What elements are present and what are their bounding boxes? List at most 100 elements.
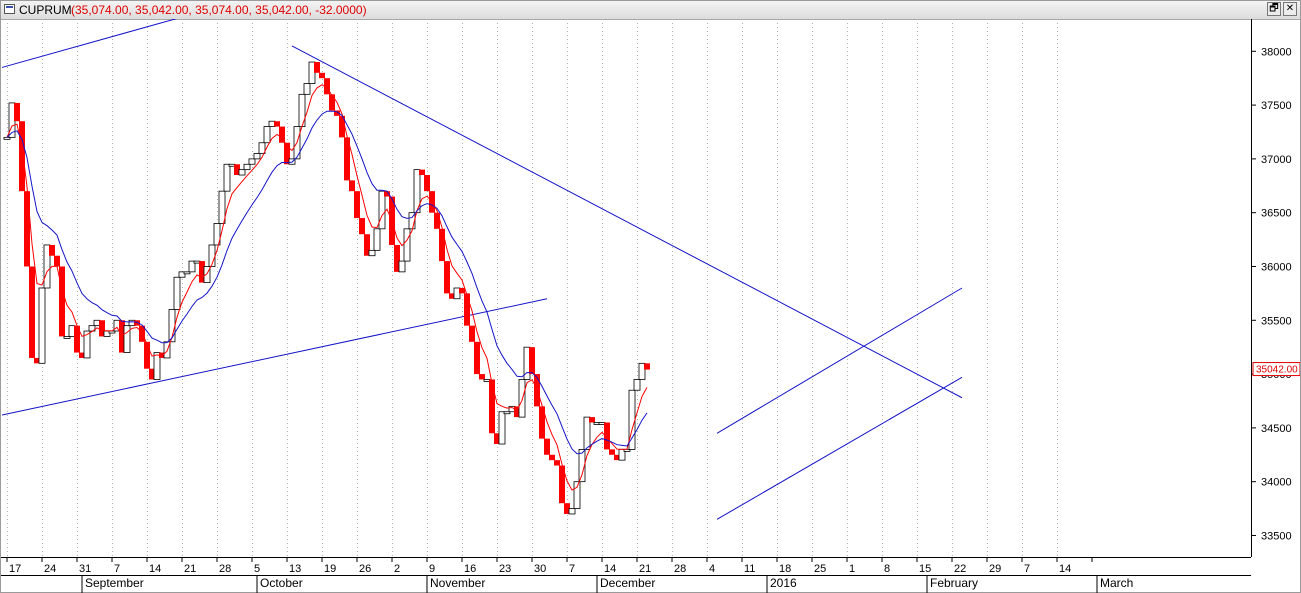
candle xyxy=(263,126,271,144)
restore-button[interactable]: 🗗 xyxy=(1267,2,1281,16)
candle xyxy=(349,180,355,192)
candle xyxy=(354,191,360,219)
candlestick-chart[interactable]: 3350034000345003500035500360003650037000… xyxy=(1,19,1300,593)
week-tick-label: 7 xyxy=(1024,563,1030,575)
price-tick-label: 38000 xyxy=(1261,46,1292,58)
candle xyxy=(83,330,91,359)
candle xyxy=(449,293,455,299)
candle xyxy=(424,175,430,192)
candles xyxy=(3,61,650,515)
week-tick-label: 21 xyxy=(184,563,196,575)
month-label: 2016 xyxy=(770,576,797,590)
candle xyxy=(479,374,485,380)
candle xyxy=(559,465,565,504)
candle xyxy=(583,416,591,450)
week-tick-label: 22 xyxy=(954,563,966,575)
candle xyxy=(368,249,376,257)
candle xyxy=(413,169,421,214)
candle xyxy=(24,191,30,267)
candle xyxy=(329,94,335,111)
candle xyxy=(183,271,191,275)
candle xyxy=(34,357,40,364)
candle xyxy=(474,341,480,375)
candle xyxy=(248,158,256,165)
week-tick-label: 31 xyxy=(79,563,91,575)
trendline xyxy=(1,298,548,416)
grid xyxy=(7,19,1058,557)
candle xyxy=(284,142,290,165)
candle xyxy=(633,379,641,391)
week-tick-label: 14 xyxy=(149,563,161,575)
candle xyxy=(79,352,85,358)
week-tick-label: 17 xyxy=(9,563,21,575)
week-tick-label: 5 xyxy=(254,563,260,575)
candle xyxy=(469,325,475,342)
trendline xyxy=(716,376,963,520)
candle xyxy=(43,244,51,289)
candle xyxy=(419,169,425,176)
candle xyxy=(503,411,511,415)
candle xyxy=(609,449,615,455)
last-price-label: 35042.00 xyxy=(1256,365,1298,376)
trendline xyxy=(716,287,963,434)
month-label: February xyxy=(930,576,978,590)
week-tick-label: 26 xyxy=(359,563,371,575)
candle xyxy=(518,379,526,418)
candle xyxy=(334,110,340,116)
week-tick-label: 1 xyxy=(849,563,855,575)
price-axis: 3350034000345003500035500360003650037000… xyxy=(1251,19,1300,557)
week-tick-label: 15 xyxy=(919,563,931,575)
candle xyxy=(514,406,520,418)
candle xyxy=(223,163,231,192)
week-tick-label: 28 xyxy=(219,563,231,575)
week-tick-label: 28 xyxy=(674,563,686,575)
symbol-name: CUPRUM xyxy=(19,3,72,17)
candle xyxy=(403,228,411,262)
month-label: December xyxy=(600,576,655,590)
week-tick-label: 11 xyxy=(744,563,755,575)
trendline xyxy=(291,45,963,399)
week-tick-label: 25 xyxy=(814,563,826,575)
candle xyxy=(234,164,240,176)
candle xyxy=(459,288,465,294)
ema-fast-line xyxy=(6,84,648,491)
candle xyxy=(74,325,80,353)
week-tick-label: 13 xyxy=(289,563,301,575)
week-tick-label: 23 xyxy=(499,563,511,575)
week-tick-label: 14 xyxy=(604,563,616,575)
candle xyxy=(638,362,646,380)
candle xyxy=(213,223,221,246)
candle xyxy=(274,121,280,127)
candle xyxy=(644,363,650,370)
candle xyxy=(218,190,226,224)
candle xyxy=(359,218,365,235)
price-tick-label: 37000 xyxy=(1261,154,1292,166)
price-tick-label: 36000 xyxy=(1261,261,1292,273)
moving-averages xyxy=(6,84,648,491)
price-tick-label: 37500 xyxy=(1261,100,1292,112)
title-bar[interactable]: CUPRUM (35,074.00, 35,042.00, 35,074.00,… xyxy=(1,1,1300,20)
week-tick-label: 7 xyxy=(114,563,120,575)
candle xyxy=(59,266,65,337)
candle xyxy=(173,276,181,310)
month-label: September xyxy=(85,576,144,590)
candle xyxy=(314,62,320,73)
time-axis: 17 24 31 7 14 21 28 5 13 19 26 2 9 16 23 30 7 14 21 28 4 11 18… xyxy=(1,557,1251,593)
candle xyxy=(373,228,381,251)
candle xyxy=(494,433,500,445)
price-tick-label: 34500 xyxy=(1261,423,1292,435)
candle xyxy=(178,271,186,278)
price-tick-label: 36500 xyxy=(1261,208,1292,220)
candle xyxy=(464,293,470,326)
ohlc-values: (35,074.00, 35,042.00, 35,074.00, 35,042… xyxy=(71,3,367,17)
month-label: October xyxy=(260,576,303,590)
candle xyxy=(258,142,266,154)
candle xyxy=(554,460,560,466)
candle xyxy=(279,126,285,143)
candle xyxy=(303,83,311,95)
candle xyxy=(253,153,261,160)
close-button[interactable]: ✕ xyxy=(1283,2,1297,16)
candle xyxy=(139,325,145,342)
month-label: November xyxy=(430,576,485,590)
